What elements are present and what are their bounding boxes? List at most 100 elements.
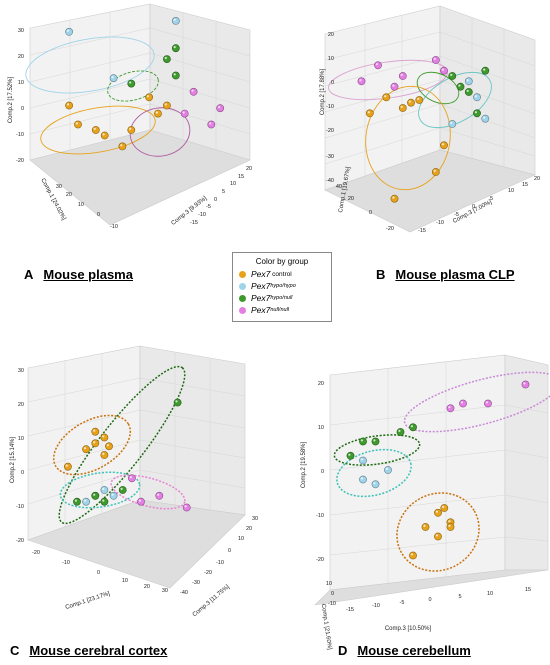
ticks-layer: 20 10 0 -10 -20 -30 -40 -20 0 20 40 -15 -10 -5 0 5 10 15 2… [326,32,540,234]
data-point [180,109,189,118]
x-tick-label: -20 [386,226,394,232]
data-point-highlight [173,18,176,21]
data-point [371,437,380,446]
data-point [82,445,90,454]
x-tick-label: -10 [62,560,70,566]
data-point-highlight [485,401,488,404]
data-point-highlight [120,144,123,147]
data-point-highlight [106,444,109,447]
data-point [359,475,367,484]
points-layer [346,380,530,560]
z-tick-label: 10 [328,56,334,62]
group-outlines [328,59,492,191]
data-point [434,508,442,517]
data-point-highlight [523,382,526,385]
data-point-highlight [129,127,132,130]
z-tick-label: 0 [21,470,24,476]
data-point-highlight [182,111,185,114]
data-point-highlight [129,81,132,84]
data-point [521,380,530,389]
legend-item: Pex7 hypo/null [239,292,331,304]
y-tick-label: -10 [198,212,206,218]
z-tick-label: 20 [328,32,334,38]
caption-a: A Mouse plasma [24,267,133,282]
panel-b: 20 10 0 -10 -20 -30 -40 -20 0 20 40 -15 -10 -5 0 5 10 15 2… [290,0,550,250]
y-tick-label: 20 [246,526,252,532]
scatter-plot-b: 20 10 0 -10 -20 -30 -40 -20 0 20 40 -15 -10 -5 0 5 10 15 2… [320,5,540,234]
data-point-highlight [398,429,401,432]
data-point-highlight [111,493,114,496]
data-point-highlight [483,116,486,119]
caption-letter: C [10,643,20,658]
data-point-highlight [83,499,87,502]
data-point [65,27,73,36]
legend-gene: Pex7 [251,281,271,291]
z-tick-label: 0 [21,106,24,112]
y-tick-label: -5 [400,600,405,606]
data-point-highlight [173,46,176,49]
outline-hypo-hypo [25,36,155,94]
data-point [127,79,136,88]
z-axis-label: Comp.2 [17.52%] [8,76,14,123]
z-axis-label: Comp.2 [19.58%] [301,441,307,488]
caption-d: D Mouse cerebellum [338,643,471,658]
data-point [82,497,90,506]
data-point-highlight [441,143,444,146]
data-point [464,88,473,96]
data-point-highlight [102,487,105,490]
data-point-highlight [392,84,395,87]
outline-hypo-null [58,365,186,525]
data-point [137,497,145,506]
data-point-highlight [448,520,451,523]
outline-hypo-null [107,70,159,102]
caption-title: Mouse plasma CLP [395,267,515,282]
data-point-highlight [373,439,376,442]
data-point-highlight [450,73,453,76]
outline-hypo-null [333,434,421,466]
data-point-highlight [460,401,463,404]
data-point-highlight [448,406,451,409]
data-point-highlight [66,103,70,106]
data-point [145,93,153,102]
z-tick-label: -20 [326,128,334,134]
data-point [374,61,382,70]
data-point-highlight [483,68,486,71]
group-outlines [25,36,191,157]
data-point [398,72,407,80]
data-point [440,504,449,512]
data-point-highlight [102,133,105,136]
data-point-highlight [466,89,469,92]
data-point-highlight [435,534,438,537]
y-tick-label: 10 [230,181,236,187]
data-point [118,142,127,151]
y-tick-label: -15 [418,228,426,234]
legend-item: Pex7 hypo/hypo [239,280,331,292]
data-point [357,77,366,86]
panel-d: 20 10 0 -10 -20 -10 0 10 -15 -10 -5 0 5 10 15 Comp.2 [… [290,354,550,651]
y-tick-label: -5 [206,204,211,210]
x-tick-label: 30 [162,588,168,594]
y-tick-label: 15 [238,174,244,180]
data-point-highlight [392,196,395,199]
data-point-highlight [441,68,444,71]
outline-hypo-hypo [418,71,492,129]
points-layer [65,16,225,151]
y-tick-label: 0 [428,597,431,603]
data-point-highlight [138,499,141,502]
legend-dot-icon [239,306,246,314]
data-point [64,462,72,471]
data-point [91,427,100,436]
ticks-layer: 20 10 0 -10 -20 -10 0 10 -15 -10 -5 0 5 10 15 [316,381,531,613]
data-point [109,74,118,83]
data-point-highlight [102,435,105,438]
data-point [459,399,467,408]
data-point [359,456,367,465]
data-point [398,104,407,112]
z-tick-label: -10 [316,513,324,519]
data-point-highlight [410,553,413,556]
data-point [384,466,392,474]
z-tick-label: -30 [326,154,334,160]
data-point [216,104,225,113]
data-point-highlight [102,452,105,455]
